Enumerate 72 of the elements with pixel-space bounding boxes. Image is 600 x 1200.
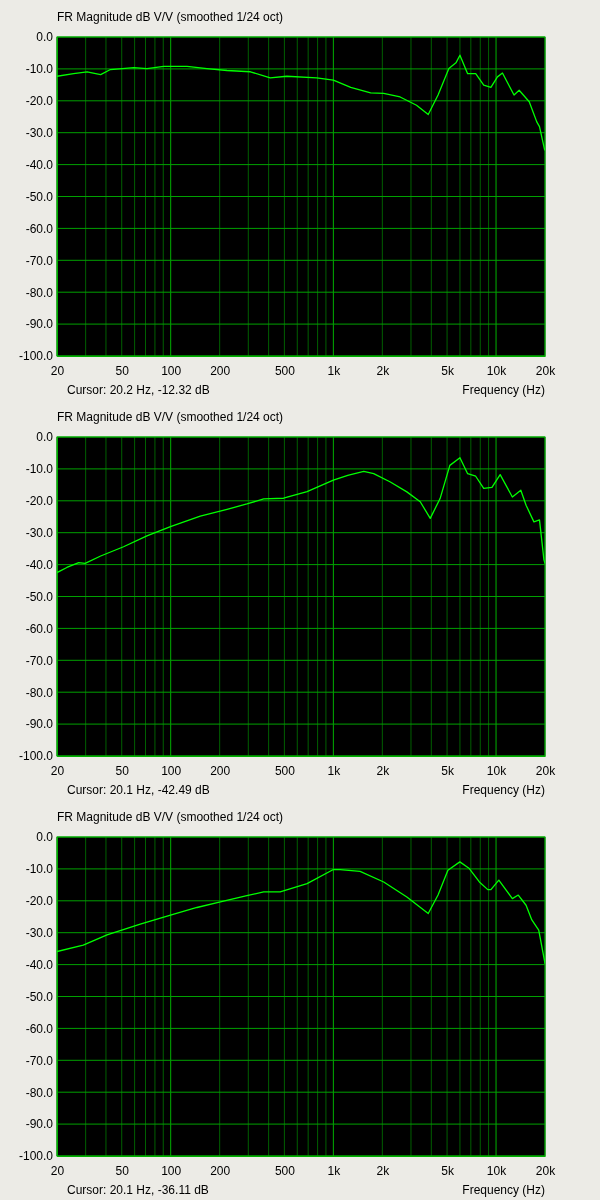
y-tick-label: -50.0 bbox=[25, 189, 54, 204]
y-tick-label: -20.0 bbox=[25, 94, 54, 109]
x-tick-label: 10k bbox=[486, 363, 508, 378]
chart-title: FR Magnitude dB V/V (smoothed 1/24 oct) bbox=[57, 810, 284, 824]
x-tick-label: 200 bbox=[210, 763, 231, 778]
x-tick-label: 20 bbox=[50, 363, 65, 378]
x-tick-label: 10k bbox=[486, 763, 508, 778]
y-tick-label: -20.0 bbox=[25, 894, 54, 909]
x-axis-title: Frequency (Hz) bbox=[462, 783, 545, 797]
x-tick-label: 100 bbox=[161, 763, 182, 778]
x-tick-label: 20k bbox=[535, 363, 557, 378]
x-tick-label: 50 bbox=[115, 763, 130, 778]
y-tick-label: -50.0 bbox=[25, 589, 54, 604]
x-tick-label: 5k bbox=[441, 363, 455, 378]
y-tick-label: -60.0 bbox=[25, 1021, 54, 1036]
y-tick-label: -10.0 bbox=[25, 462, 54, 477]
y-tick-label: -30.0 bbox=[25, 926, 54, 941]
x-tick-label: 1k bbox=[327, 763, 342, 778]
y-tick-label: -10.0 bbox=[25, 62, 54, 77]
y-tick-label: -60.0 bbox=[25, 221, 54, 236]
text: Cursor: 20.1 Hz, -36.11 dB bbox=[67, 1183, 209, 1197]
y-tick-label: 0.0 bbox=[36, 430, 54, 445]
x-tick-label: 100 bbox=[161, 363, 182, 378]
x-tick-label: 5k bbox=[441, 763, 455, 778]
y-tick-label: -100.0 bbox=[18, 749, 54, 764]
y-tick-label: -70.0 bbox=[25, 1053, 54, 1068]
y-tick-label: -40.0 bbox=[25, 157, 54, 172]
y-tick-label: -30.0 bbox=[25, 126, 54, 141]
x-tick-label: 500 bbox=[274, 763, 296, 778]
x-tick-label: 1k bbox=[327, 1163, 342, 1178]
y-tick-label: 0.0 bbox=[36, 830, 54, 845]
y-tick-label: -90.0 bbox=[25, 317, 54, 332]
y-tick-label: -40.0 bbox=[25, 557, 54, 572]
y-tick-label: -10.0 bbox=[25, 862, 54, 877]
y-tick-label: -100.0 bbox=[18, 349, 54, 364]
y-tick-label: -50.0 bbox=[25, 989, 54, 1004]
x-tick-label: 2k bbox=[376, 1163, 391, 1178]
x-tick-label: 50 bbox=[115, 1163, 130, 1178]
x-tick-label: 1k bbox=[327, 363, 342, 378]
y-tick-label: -20.0 bbox=[25, 494, 54, 509]
y-tick-label: -90.0 bbox=[25, 717, 54, 732]
x-tick-label: 200 bbox=[210, 363, 231, 378]
x-tick-label: 200 bbox=[210, 1163, 231, 1178]
x-tick-label: 5k bbox=[441, 1163, 455, 1178]
y-tick-label: -100.0 bbox=[18, 1149, 54, 1164]
x-tick-label: 20 bbox=[50, 1163, 65, 1178]
y-tick-label: -40.0 bbox=[25, 957, 54, 972]
x-tick-label: 2k bbox=[376, 763, 391, 778]
text: Cursor: 20.2 Hz, -12.32 dB bbox=[67, 383, 210, 397]
x-tick-label: 50 bbox=[115, 363, 130, 378]
y-tick-label: -30.0 bbox=[25, 526, 54, 541]
chart-title: FR Magnitude dB V/V (smoothed 1/24 oct) bbox=[57, 410, 284, 424]
x-tick-label: 10k bbox=[486, 1163, 508, 1178]
y-tick-label: -70.0 bbox=[25, 653, 54, 668]
y-tick-label: -80.0 bbox=[25, 1085, 54, 1100]
x-tick-label: 20k bbox=[535, 763, 557, 778]
y-tick-label: -80.0 bbox=[25, 685, 54, 700]
x-tick-label: 500 bbox=[274, 1163, 296, 1178]
x-tick-label: 20k bbox=[535, 1163, 557, 1178]
x-tick-label: 500 bbox=[274, 363, 296, 378]
y-tick-label: 0.0 bbox=[36, 30, 54, 45]
x-axis-title: Frequency (Hz) bbox=[462, 383, 545, 397]
y-tick-label: -60.0 bbox=[25, 621, 54, 636]
text: Cursor: 20.1 Hz, -42.49 dB bbox=[67, 783, 210, 797]
y-tick-label: -70.0 bbox=[25, 253, 54, 268]
y-tick-label: -90.0 bbox=[25, 1117, 54, 1132]
x-tick-label: 2k bbox=[376, 363, 391, 378]
x-axis-title: Frequency (Hz) bbox=[462, 1183, 545, 1197]
chart-title: FR Magnitude dB V/V (smoothed 1/24 oct) bbox=[57, 10, 284, 24]
x-tick-label: 20 bbox=[50, 763, 65, 778]
x-tick-label: 100 bbox=[161, 1163, 182, 1178]
y-tick-label: -80.0 bbox=[25, 285, 54, 300]
